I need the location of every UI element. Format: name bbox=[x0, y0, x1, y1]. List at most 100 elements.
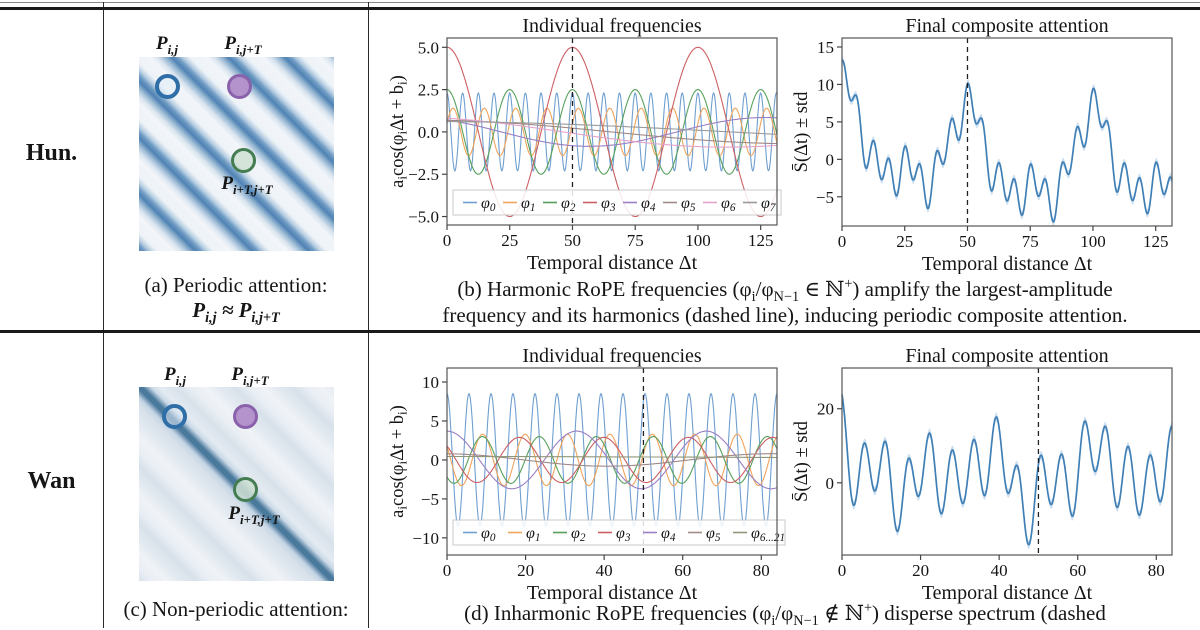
y-tick-label: 5.0 bbox=[418, 38, 439, 57]
x-tick-label: 50 bbox=[959, 232, 976, 251]
y-tick-label: −5 bbox=[421, 490, 439, 509]
composite-line bbox=[841, 59, 1173, 223]
series-line-5 bbox=[447, 453, 777, 467]
legend-label-6: φ6​ bbox=[721, 195, 736, 214]
caption-a-line1: (a) Periodic attention: bbox=[144, 273, 328, 297]
y-tick-label: 15 bbox=[817, 38, 834, 57]
legend-label-2: φ2​ bbox=[561, 195, 576, 214]
wan-matrix-label-p-ij: Pi,j bbox=[163, 364, 187, 388]
x-tick-label: 50 bbox=[564, 231, 581, 250]
column-separator-stub-2 bbox=[368, 2, 370, 8]
row-label-wan: Wan bbox=[27, 468, 76, 494]
x-tick-label: 0 bbox=[838, 232, 847, 251]
caption-d-line1: (d) Inharmonic RoPE frequencies (φi/φN−1… bbox=[464, 600, 1106, 630]
x-tick-label: 60 bbox=[674, 561, 691, 580]
caption-b-line2: frequency and its harmonics (dashed line… bbox=[442, 303, 1128, 327]
legend-label-4: φ4​ bbox=[641, 195, 656, 214]
axes-spines bbox=[841, 367, 1173, 556]
wan-attention-heatmap: Pi+T,j+T bbox=[139, 387, 334, 581]
series-line-1 bbox=[446, 433, 778, 487]
chart-wan-individual-frequencies: φ0​φ1​φ2​φ3​φ4​φ5​φ6...21​0204060801050−… bbox=[383, 342, 793, 604]
legend-label-1: φ1​ bbox=[521, 195, 535, 214]
series-line-6 bbox=[447, 117, 777, 148]
y-axis-label: S̄(Δt) ± std bbox=[791, 420, 812, 501]
chart-title: Individual frequencies bbox=[522, 345, 702, 367]
y-tick-label: 5 bbox=[431, 412, 440, 431]
caption-b-line1: (b) Harmonic RoPE frequencies (φi/φN−1 ∈… bbox=[457, 276, 1113, 306]
chart-title: Individual frequencies bbox=[522, 15, 702, 37]
y-tick-label: 0 bbox=[826, 474, 835, 493]
row-label-hun: Hun. bbox=[25, 140, 78, 166]
y-tick-label: −5 bbox=[816, 188, 834, 207]
x-tick-label: 0 bbox=[443, 561, 452, 580]
x-axis-label: Temporal distance Δt bbox=[527, 582, 698, 604]
chart-hun-final-composite-attention: 0 25 50 75 100 125 15 10 5 0 −5 Final composite att… bbox=[790, 12, 1200, 275]
chart-title: Final composite attention bbox=[905, 345, 1108, 367]
legend-label-3: φ3​ bbox=[616, 525, 631, 544]
hun-matrix-label-p-iTjT: Pi+T,j+T bbox=[221, 173, 273, 197]
hun-attention-heatmap: Pi+T,j+T bbox=[139, 57, 334, 251]
x-tick-label: 25 bbox=[501, 231, 518, 250]
x-tick-label: 0 bbox=[443, 231, 452, 250]
col-separator-2-row-2 bbox=[368, 333, 370, 628]
legend-label-1: φ1​ bbox=[526, 525, 540, 544]
y-axis-label: ai​cos(φi​Δt + bi​) bbox=[388, 75, 409, 188]
y-tick-label: 20 bbox=[817, 400, 834, 419]
legend-label-5: φ5​ bbox=[681, 195, 696, 214]
x-tick-label: 40 bbox=[991, 561, 1008, 580]
wan-marker-filled-purple-circle bbox=[233, 404, 258, 429]
caption-a-line2: Pi,j ≈ Pi,j+T bbox=[192, 298, 280, 327]
axes-spines bbox=[841, 37, 1173, 227]
composite-line bbox=[841, 394, 1173, 546]
x-tick-label: 100 bbox=[1080, 232, 1106, 251]
y-tick-label: 10 bbox=[422, 373, 439, 392]
legend-label-7: φ7​ bbox=[761, 195, 776, 214]
x-tick-label: 75 bbox=[1022, 232, 1039, 251]
wan-marker-open-blue-circle bbox=[162, 404, 187, 429]
mid-rule bbox=[0, 330, 1200, 333]
y-tick-label: −5.0 bbox=[408, 208, 439, 227]
chart-svg-hun_freq: φ0​ φ1​ φ2​ φ3​ φ4​ φ5​ φ6​ φ7​ 0 25 50 75 100 125 5.0… bbox=[388, 15, 782, 274]
column-separator-stub-1 bbox=[103, 2, 105, 8]
series-line-3 bbox=[446, 436, 778, 484]
hun-marker-filled-green-circle bbox=[231, 148, 256, 173]
series-line-1 bbox=[446, 107, 778, 157]
series-line-2 bbox=[446, 89, 778, 175]
y-tick-label: 10 bbox=[817, 75, 834, 94]
y-tick-label: 0.0 bbox=[418, 123, 439, 142]
x-tick-label: 100 bbox=[685, 231, 711, 250]
legend-label-0: φ0​ bbox=[481, 525, 496, 544]
top-thick-rule bbox=[0, 7, 1200, 10]
y-tick-label: 2.5 bbox=[418, 81, 439, 100]
x-axis-label: Temporal distance Δt bbox=[922, 253, 1093, 274]
hun-matrix-label-p-ij: Pi,j bbox=[155, 33, 179, 57]
x-tick-label: 60 bbox=[1069, 561, 1086, 580]
x-tick-label: 25 bbox=[896, 232, 913, 251]
series-line-6 bbox=[447, 455, 777, 459]
x-axis-label: Temporal distance Δt bbox=[527, 252, 698, 274]
x-tick-label: 40 bbox=[596, 561, 613, 580]
std-band bbox=[842, 390, 1172, 550]
legend-label-6: φ6...21​ bbox=[751, 525, 785, 544]
y-tick-label: 0 bbox=[431, 451, 440, 470]
series-line-4 bbox=[447, 116, 777, 147]
caption-c-line1: (c) Non-periodic attention: bbox=[123, 597, 349, 621]
hun-matrix-label-p-ijT: Pi,j+T bbox=[224, 33, 262, 57]
legend-label-2: φ2​ bbox=[571, 525, 586, 544]
series-line-4 bbox=[447, 430, 778, 490]
x-tick-label: 125 bbox=[1143, 232, 1169, 251]
x-tick-label: 0 bbox=[838, 561, 847, 580]
wan-marker-filled-green-circle bbox=[233, 477, 258, 502]
y-tick-label: −10 bbox=[412, 529, 439, 548]
y-tick-label: 0 bbox=[826, 150, 835, 169]
col-separator-1-row-2 bbox=[103, 333, 105, 628]
legend-label-4: φ4​ bbox=[661, 525, 676, 544]
x-tick-label: 20 bbox=[517, 561, 534, 580]
y-tick-label: −2.5 bbox=[408, 165, 439, 184]
hun-marker-open-blue-circle bbox=[155, 74, 180, 99]
legend-label-3: φ3​ bbox=[601, 195, 616, 214]
x-tick-label: 80 bbox=[753, 561, 770, 580]
x-tick-label: 20 bbox=[912, 561, 929, 580]
series-line-7 bbox=[446, 120, 777, 135]
